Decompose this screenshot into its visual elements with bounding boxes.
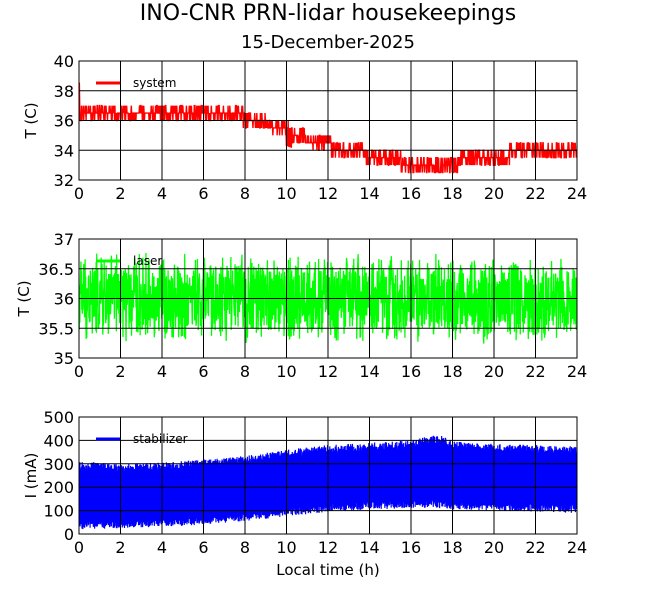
x-tick-label: 8 [240, 184, 250, 203]
x-tick-label: 14 [359, 362, 379, 381]
plot-frame [78, 416, 578, 535]
y-tick-label: 200 [43, 478, 74, 497]
legend-label-stabilizer: stabilizer [133, 432, 188, 446]
x-tick-label: 24 [567, 538, 587, 557]
x-tick-label: 4 [157, 184, 167, 203]
x-tick-label: 24 [567, 362, 587, 381]
legend-label-system: system [133, 76, 176, 90]
x-tick-label: 0 [74, 362, 84, 381]
x-tick-label: 18 [442, 184, 462, 203]
y-tick-label: 35.5 [38, 319, 74, 338]
x-tick-label: 4 [157, 362, 167, 381]
y-tick-label: 400 [43, 431, 74, 450]
y-tick-label: 35 [54, 349, 74, 368]
x-tick-label: 2 [115, 538, 125, 557]
y-tick-label: 300 [43, 455, 74, 474]
x-tick-label: 0 [74, 184, 84, 203]
y-tick-label: 34 [54, 141, 74, 160]
x-tick-label: 22 [525, 362, 545, 381]
x-tick-label: 20 [484, 362, 504, 381]
x-tick-label: 22 [525, 538, 545, 557]
y-tick-label: 0 [64, 525, 74, 544]
x-axis-label: Local time (h) [276, 561, 380, 579]
x-tick-label: 8 [240, 362, 250, 381]
x-tick-label: 12 [318, 184, 338, 203]
x-tick-label: 18 [442, 538, 462, 557]
x-tick-label: 20 [484, 538, 504, 557]
x-tick-label: 24 [567, 184, 587, 203]
plot-frame [78, 238, 578, 359]
y-tick-label: 500 [43, 408, 74, 427]
x-tick-label: 16 [401, 362, 421, 381]
plot-frame [78, 60, 578, 181]
x-tick-label: 12 [318, 538, 338, 557]
x-tick-label: 2 [115, 362, 125, 381]
y-tick-label: 36 [54, 290, 74, 309]
legend-label-laser: laser [133, 254, 162, 268]
y-tick-label: 32 [54, 171, 74, 190]
x-tick-label: 20 [484, 184, 504, 203]
y-tick-label: 100 [43, 502, 74, 521]
y-tick-label: 37 [54, 230, 74, 249]
figure-subtitle: 15-December-2025 [241, 32, 415, 53]
x-tick-label: 18 [442, 362, 462, 381]
x-tick-label: 10 [276, 184, 296, 203]
x-tick-label: 10 [276, 362, 296, 381]
y-axis-label: T (C) [22, 102, 40, 139]
x-tick-label: 16 [401, 184, 421, 203]
y-tick-label: 38 [54, 82, 74, 101]
x-tick-label: 8 [240, 538, 250, 557]
x-tick-label: 16 [401, 538, 421, 557]
x-tick-label: 6 [198, 362, 208, 381]
figure-title: INO-CNR PRN-lidar housekeepings [140, 1, 516, 26]
y-tick-label: 40 [54, 52, 74, 71]
y-axis-label: T (C) [15, 280, 33, 317]
y-axis-label: I (mA) [22, 453, 40, 499]
x-tick-label: 10 [276, 538, 296, 557]
x-tick-label: 12 [318, 362, 338, 381]
x-tick-label: 0 [74, 538, 84, 557]
x-tick-label: 4 [157, 538, 167, 557]
x-tick-label: 6 [198, 538, 208, 557]
x-tick-label: 14 [359, 184, 379, 203]
x-tick-label: 2 [115, 184, 125, 203]
x-tick-label: 14 [359, 538, 379, 557]
x-tick-label: 6 [198, 184, 208, 203]
y-tick-label: 36.5 [38, 260, 74, 279]
y-tick-label: 36 [54, 112, 74, 131]
x-tick-label: 22 [525, 184, 545, 203]
